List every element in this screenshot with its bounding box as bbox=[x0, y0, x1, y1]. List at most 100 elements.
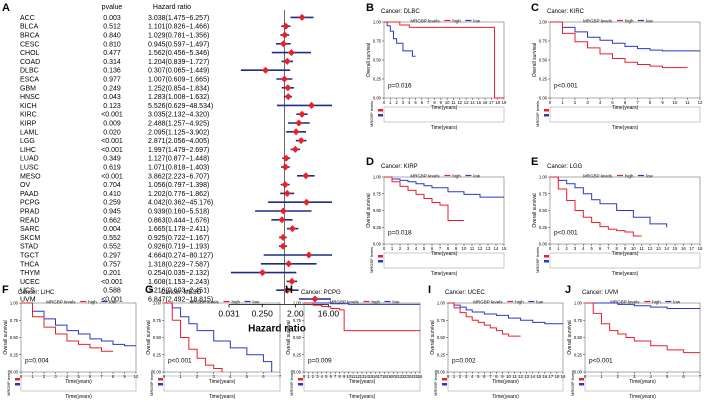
forest-pvalue: 0.588 bbox=[103, 288, 121, 295]
forest-hr-text: 3.035(2.132−4.320) bbox=[148, 112, 209, 119]
km-x-tick-label: 1 bbox=[561, 100, 564, 105]
km-y-tick-label: 0.75 bbox=[153, 318, 162, 323]
forest-cancer-label: COAD bbox=[20, 59, 40, 66]
km-curve-high bbox=[585, 302, 700, 354]
forest-cancer-label: KIRC bbox=[20, 112, 37, 119]
forest-hr-point bbox=[305, 251, 313, 259]
km-x-tick-label: 8 bbox=[112, 374, 115, 379]
km-y-tick-label: 0.50 bbox=[153, 335, 162, 340]
km-x-tick-label: 12 bbox=[457, 100, 462, 105]
km-x-tick-label: 23 bbox=[404, 374, 409, 379]
km-risk-high-marker bbox=[544, 255, 549, 258]
km-pvalue: p=0.002 bbox=[452, 357, 476, 364]
forest-hr-text: 1.665(1.178−2.411) bbox=[148, 226, 209, 233]
forest-cancer-label: THYM bbox=[20, 270, 40, 277]
forest-hr-text: 1.204(0.839−1.727) bbox=[148, 59, 209, 66]
km-curve-low bbox=[585, 302, 700, 310]
forest-hr-point bbox=[283, 57, 291, 65]
km-risk-low-marker bbox=[298, 383, 303, 386]
km-x-tick-label: 2 bbox=[399, 246, 402, 251]
km-x-tick-label: 8 bbox=[615, 246, 618, 251]
km-panel-f: F Cancer: LIHC MRGBP levels high low 0.00 0.25… bbox=[2, 284, 139, 400]
km-y-tick-label: 0.50 bbox=[437, 335, 446, 340]
km-x-tick-label: 10 bbox=[346, 374, 351, 379]
km-x-tick-label: 15 bbox=[536, 374, 541, 379]
panel-label-h: H bbox=[285, 284, 293, 296]
km-x-tick-label: 7 bbox=[636, 100, 639, 105]
forest-pvalue: 0.945 bbox=[103, 209, 121, 216]
km-y-axis-label: Overall survival bbox=[146, 320, 152, 354]
forest-pvalue: 0.704 bbox=[103, 182, 121, 189]
km-x-tick-label: 22 bbox=[400, 374, 405, 379]
forest-hr-text: 1.216(0.603−2.451) bbox=[148, 288, 209, 295]
forest-hr-text: 4.042(0.362−45.176) bbox=[148, 200, 213, 207]
forest-hr-point bbox=[279, 40, 287, 48]
km-risk-low-marker bbox=[158, 383, 163, 386]
km-x-tick-label: 1 bbox=[557, 246, 560, 251]
km-risk-table-frame bbox=[584, 375, 701, 392]
forest-cancer-label: LUAD bbox=[20, 156, 39, 163]
km-x-tick-label: 11 bbox=[512, 374, 517, 379]
forest-hr-point bbox=[292, 128, 300, 136]
forest-cancer-label: OV bbox=[20, 182, 30, 189]
forest-hr-point bbox=[282, 22, 290, 30]
km-y-axis-label: Overall survival bbox=[567, 320, 573, 354]
km-risk-x-axis-label: Time(years) bbox=[612, 271, 639, 277]
km-x-axis-label: Time(years) bbox=[612, 105, 639, 111]
forest-hr-point bbox=[288, 277, 296, 285]
forest-cancer-label: SARC bbox=[20, 226, 39, 233]
km-risk-table-frame bbox=[383, 106, 505, 123]
forest-cancer-label: KICH bbox=[20, 103, 37, 110]
km-pvalue: p<0.001 bbox=[168, 357, 192, 364]
km-x-tick-label: 3 bbox=[54, 374, 57, 379]
panel-label-e: E bbox=[531, 156, 538, 168]
forest-hr-text: 0.939(0.160−5.518) bbox=[148, 209, 209, 216]
km-x-tick-label: 13 bbox=[464, 100, 469, 105]
km-risk-high-marker bbox=[298, 378, 303, 381]
km-curve-low bbox=[164, 302, 273, 372]
km-y-tick-label: 0.75 bbox=[293, 318, 302, 323]
km-x-tick-label: 5 bbox=[477, 374, 480, 379]
km-y-tick-label: 0.25 bbox=[153, 352, 162, 357]
km-x-tick-label: 8 bbox=[447, 246, 450, 251]
km-legend-high-label: high bbox=[372, 300, 381, 305]
km-y-axis-label: Overall survival bbox=[286, 320, 292, 354]
km-legend-high-label: high bbox=[452, 174, 461, 179]
km-y-tick-label: 0.00 bbox=[373, 242, 382, 247]
km-x-tick-label: 7 bbox=[699, 374, 702, 379]
km-y-tick-label: 0.50 bbox=[574, 335, 583, 340]
km-y-tick-label: 0.25 bbox=[539, 77, 548, 82]
km-panel-h: H Cancer: PCPG MRGBP levels high low 0.00 0.25… bbox=[285, 284, 423, 400]
forest-hr-text: 0.307(0.065−1.449) bbox=[148, 68, 209, 75]
km-pvalue: p<0.001 bbox=[589, 357, 613, 364]
forest-pvalue: 0.123 bbox=[103, 103, 121, 110]
panel-label-d: D bbox=[366, 156, 374, 168]
forest-hr-text: 1.202(0.776−1.862) bbox=[148, 191, 209, 198]
panel-label-g: G bbox=[145, 284, 154, 296]
forest-hr-text: 1.608(1.153−2.243) bbox=[148, 279, 209, 286]
km-x-tick-label: 11 bbox=[470, 246, 475, 251]
forest-pvalue: 0.136 bbox=[103, 68, 121, 75]
km-x-tick-label: 2 bbox=[43, 374, 46, 379]
km-x-tick-label: 2 bbox=[565, 246, 568, 251]
forest-pvalue: 0.810 bbox=[103, 41, 121, 48]
forest-cancer-label: READ bbox=[20, 217, 39, 224]
km-x-tick-label: 20 bbox=[391, 374, 396, 379]
forest-hr-text: 4.664(0.274−80.127) bbox=[148, 253, 213, 260]
km-title: Cancer: UVM bbox=[582, 290, 618, 296]
forest-hr-text: 6.847(2.492−18.815) bbox=[148, 297, 213, 304]
forest-hr-text: 5.526(0.629−48.534) bbox=[148, 103, 213, 110]
km-x-tick-label: 2 bbox=[459, 374, 462, 379]
km-x-tick-label: 12 bbox=[478, 246, 483, 251]
forest-hr-point bbox=[283, 189, 291, 197]
forest-hr-point bbox=[288, 225, 296, 233]
km-x-tick-label: 1 bbox=[307, 374, 310, 379]
forest-hr-point bbox=[281, 181, 289, 189]
km-x-tick-label: 0 bbox=[549, 100, 552, 105]
km-risk-axis-label: MRGBP levels bbox=[535, 247, 540, 273]
forest-pvalue: 0.512 bbox=[103, 24, 121, 31]
forest-pvalue: 0.249 bbox=[103, 85, 121, 92]
forest-hr-point bbox=[280, 75, 288, 83]
km-y-axis-label: Overall survival bbox=[3, 320, 9, 354]
km-x-tick-label: 9 bbox=[440, 100, 443, 105]
